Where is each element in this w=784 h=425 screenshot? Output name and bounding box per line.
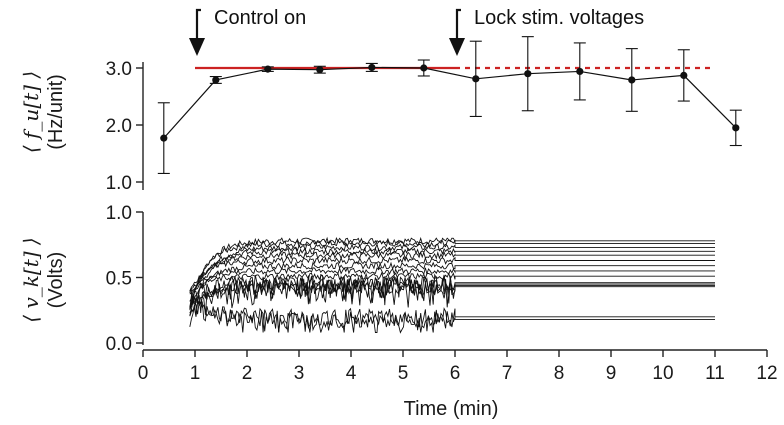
data-point [264,65,272,73]
x-tick-label: 9 [606,363,617,384]
top-y-axis: 1.0 2.0 3.0 [106,59,144,194]
data-point [524,70,532,78]
annotation-control-on: Control on [189,7,306,56]
data-point [628,76,636,84]
x-tick-label: 0 [138,363,149,384]
voltage-trace [189,292,715,334]
bottom-y-tick-label: 1.0 [106,203,132,224]
x-axis-label: Time (min) [404,398,499,420]
data-point [472,75,480,83]
top-y-tick-label: 1.0 [106,173,132,194]
x-tick-label: 3 [294,363,305,384]
voltage-trace [189,242,715,327]
top-y-tick-label: 2.0 [106,116,132,137]
x-tick-label: 4 [346,363,357,384]
top-y-tick-label: 3.0 [106,59,132,80]
x-tick-label: 10 [652,363,673,384]
x-tick-label: 11 [705,363,725,384]
lock-stim-arrow [455,8,461,44]
voltage-trace [189,236,715,310]
voltage-trace [189,256,715,292]
x-tick-label: 1 [190,363,201,384]
x-tick-label: 6 [450,363,461,384]
bottom-y-axis: 0.0 0.5 1.0 [106,203,144,355]
mean-rate-series [157,36,742,174]
data-point [576,67,584,76]
data-point [680,71,688,80]
bottom-y-label-unit: (Volts) [45,252,67,309]
top-y-label: ⟨ f_u[t] ⟩ (Hz/unit) [19,71,67,153]
bottom-y-label: ⟨ v_k[t] ⟩ (Volts) [19,237,67,322]
mean-rate-line [163,66,737,139]
voltage-trace [189,277,715,316]
voltage-traces [189,236,715,334]
x-tick-label: 8 [554,363,565,384]
x-tick-label: 5 [398,363,409,384]
data-point [316,66,324,74]
control-on-label: Control on [214,7,306,29]
data-point [212,76,220,84]
control-on-arrowhead [189,38,205,56]
bottom-y-label-symbol: ⟨ v_k[t] ⟩ [19,237,43,322]
voltage-trace [189,266,715,292]
lock-stim-label: Lock stim. voltages [474,7,644,29]
lock-stim-arrowhead [449,38,465,56]
x-tick-label: 7 [502,363,513,384]
x-axis: 0 1 2 3 4 5 6 7 8 9 10 11 12 [138,349,778,384]
data-point [420,64,428,72]
data-point [732,124,740,132]
data-point [160,134,168,142]
top-y-label-unit: (Hz/unit) [45,74,67,150]
annotation-lock-stim: Lock stim. voltages [449,7,644,56]
control-on-arrow [195,8,201,44]
voltage-trace [189,246,715,308]
bottom-y-tick-label: 0.0 [106,334,132,355]
bottom-y-tick-label: 0.5 [106,269,132,290]
data-point [368,63,376,72]
voltage-trace [189,250,715,302]
x-tick-label: 2 [242,363,253,384]
top-y-label-symbol: ⟨ f_u[t] ⟩ [19,71,43,153]
x-tick-label: 12 [756,363,777,384]
top-panel: 1.0 2.0 3.0 ⟨ f_u[t] ⟩ (Hz/unit) Control o… [19,7,742,194]
voltage-trace [189,276,715,317]
voltage-trace [189,294,715,333]
voltage-trace [189,261,715,311]
